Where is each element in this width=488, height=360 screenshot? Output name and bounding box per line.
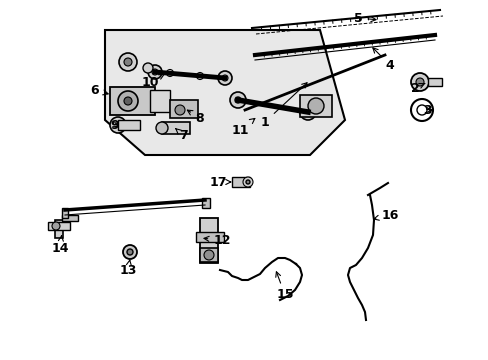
Text: 1: 1 (260, 83, 306, 129)
Circle shape (123, 245, 137, 259)
Circle shape (415, 78, 423, 86)
Circle shape (243, 177, 252, 187)
Text: 7: 7 (175, 129, 187, 141)
Bar (110, 87, 155, 115)
Bar (162, 122, 190, 134)
Bar (202, 198, 209, 208)
Circle shape (119, 53, 137, 71)
Text: 17: 17 (209, 176, 230, 189)
Circle shape (156, 122, 168, 134)
Text: 3: 3 (423, 104, 431, 117)
Polygon shape (105, 30, 345, 155)
Bar (200, 218, 218, 263)
Circle shape (299, 104, 315, 120)
Text: 6: 6 (90, 84, 108, 96)
Circle shape (235, 97, 241, 103)
Circle shape (166, 69, 173, 77)
Circle shape (229, 92, 245, 108)
Bar (55, 220, 63, 238)
Bar (150, 90, 170, 112)
Text: 15: 15 (275, 272, 293, 302)
Text: 9: 9 (110, 118, 119, 131)
Bar (62, 208, 68, 218)
Bar (299, 95, 331, 117)
Circle shape (410, 73, 428, 91)
Text: 12: 12 (203, 234, 230, 247)
Text: 8: 8 (187, 110, 204, 125)
Bar (427, 78, 441, 86)
Circle shape (152, 69, 158, 75)
Circle shape (124, 97, 132, 105)
Bar (231, 177, 249, 187)
Text: 11: 11 (231, 118, 254, 136)
Text: 4: 4 (372, 48, 393, 72)
Circle shape (118, 91, 138, 111)
Circle shape (222, 75, 227, 81)
Bar (196, 232, 224, 242)
Bar (48, 222, 70, 230)
Bar (118, 120, 140, 130)
Circle shape (245, 180, 249, 184)
Circle shape (110, 117, 126, 133)
Text: 13: 13 (119, 260, 137, 276)
Bar (200, 248, 218, 262)
Text: 5: 5 (353, 12, 375, 24)
Text: 2: 2 (410, 81, 424, 95)
Circle shape (124, 58, 132, 66)
Circle shape (307, 98, 324, 114)
Text: 14: 14 (51, 236, 69, 255)
Circle shape (196, 72, 203, 80)
Bar (170, 100, 198, 118)
Circle shape (175, 105, 184, 115)
Circle shape (127, 249, 133, 255)
Circle shape (305, 109, 310, 115)
Text: 10: 10 (141, 75, 164, 89)
Circle shape (142, 63, 153, 73)
Circle shape (52, 222, 60, 230)
Circle shape (218, 71, 231, 85)
Circle shape (148, 65, 162, 79)
Bar (62, 215, 78, 221)
Text: 16: 16 (373, 208, 398, 221)
Circle shape (203, 250, 214, 260)
